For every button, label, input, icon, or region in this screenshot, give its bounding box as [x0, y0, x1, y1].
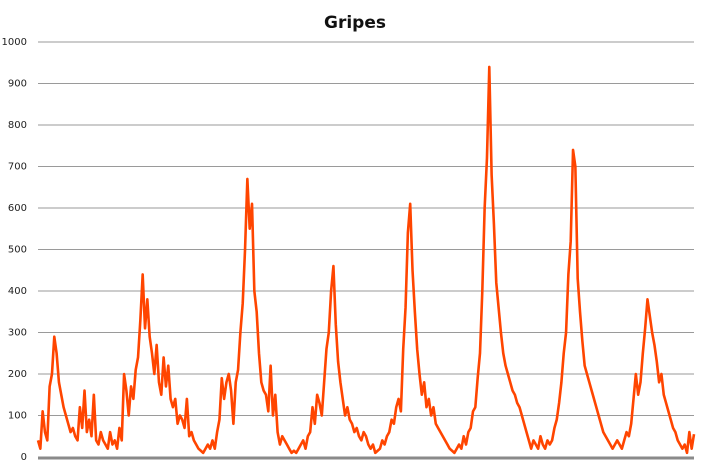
y-tick-label: 400 — [8, 286, 27, 297]
y-tick-label: 900 — [8, 79, 27, 90]
series-layer — [36, 65, 696, 455]
y-tick-label: 300 — [8, 328, 27, 339]
y-tick-label: 1000 — [2, 37, 27, 48]
y-tick-label: 800 — [8, 120, 27, 131]
y-axis-tick-labels: 0 100 200 300 400 500 600 700 800 900 1000 — [2, 37, 27, 462]
series-line — [36, 65, 696, 455]
y-tick-label: 100 — [8, 411, 27, 422]
y-tick-label: 0 — [21, 452, 27, 462]
gridlines — [38, 41, 694, 416]
y-tick-label: 500 — [8, 245, 27, 256]
y-tick-label: 600 — [8, 203, 27, 214]
chart-title: Gripes — [324, 13, 386, 33]
y-tick-label: 700 — [8, 162, 27, 173]
y-tick-label: 200 — [8, 369, 27, 380]
